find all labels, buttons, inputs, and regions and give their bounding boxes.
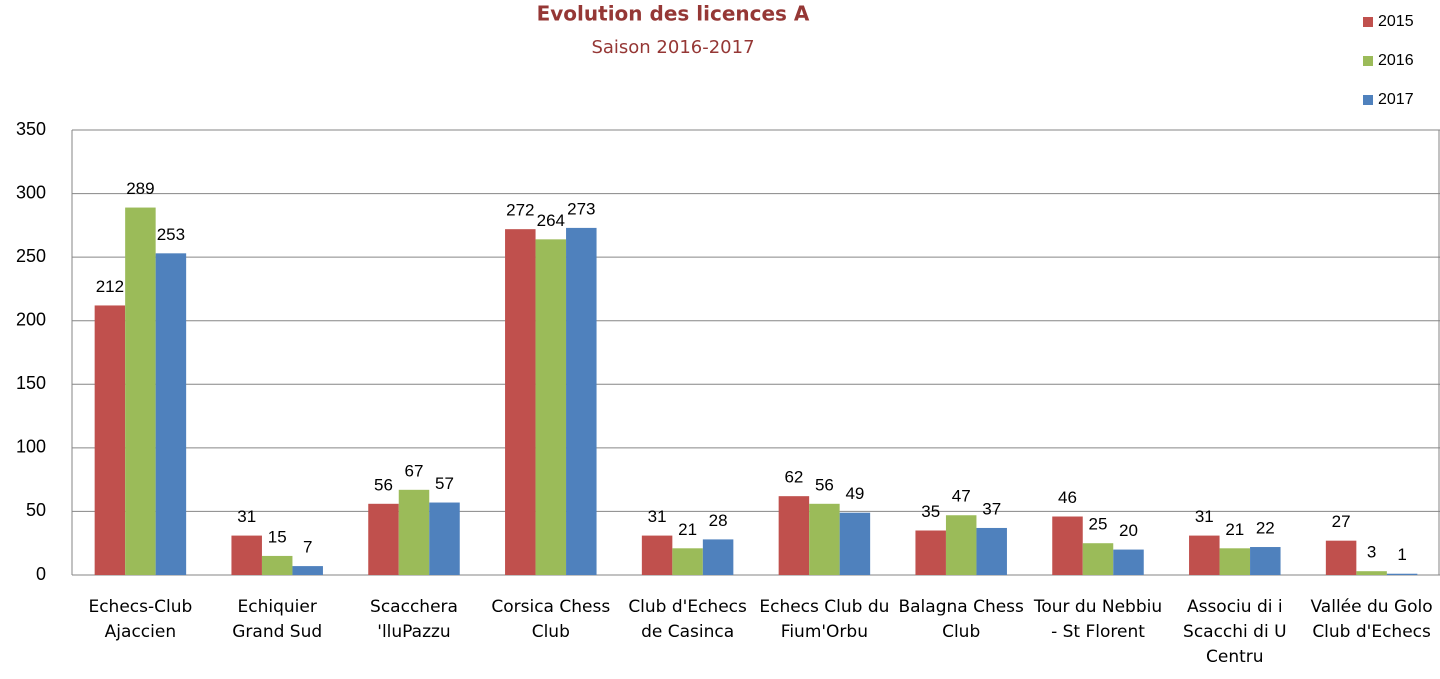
x-tick-label: Associu di i Scacchi di U Centru [1183,597,1287,667]
legend-swatch [1363,56,1373,66]
value-label: 7 [303,538,312,557]
y-tick-label: 350 [16,119,46,139]
value-label: 56 [815,475,834,494]
legend-swatch [1363,17,1373,27]
value-label: 25 [1089,515,1108,534]
value-label: 35 [921,502,940,521]
value-label: 20 [1119,521,1138,540]
value-label: 47 [952,487,971,506]
x-tick-label: Tour du Nebbiu - St Florent [1033,597,1163,642]
value-label: 62 [784,468,803,487]
y-tick-label: 300 [16,182,46,202]
value-label: 272 [506,201,534,220]
y-tick-label: 50 [26,500,46,520]
legend-label: 2017 [1378,91,1414,108]
chart-subtitle: Saison 2016-2017 [591,37,754,58]
value-label: 57 [435,474,454,493]
y-tick-label: 100 [16,437,46,457]
value-label: 22 [1256,519,1275,538]
bar [915,530,946,575]
bar [945,515,977,575]
bar [672,548,703,575]
value-label: 31 [1195,507,1214,526]
value-label: 21 [678,520,697,539]
value-label: 37 [982,499,1001,518]
bar [429,502,460,575]
y-tick-label: 200 [16,309,46,329]
bar [809,503,840,575]
x-tick-label: Echecs-Club Ajaccien [88,597,193,642]
value-label: 3 [1367,543,1376,562]
legend-label: 2015 [1378,13,1414,30]
bar [778,496,810,575]
value-label: 253 [157,225,185,244]
bar [1386,573,1418,575]
value-label: 212 [96,277,124,296]
value-label: 1 [1397,545,1406,564]
bar [231,535,262,575]
x-tick-label: Scacchera 'lluPazzu [370,597,458,642]
bar [976,527,1007,575]
x-tick-label: Echiquier Grand Sud [232,597,323,642]
value-label: 273 [567,199,595,218]
value-label: 56 [374,475,393,494]
bar [261,555,293,575]
x-tick-label: Vallée du Golo Club d'Echecs [1310,597,1433,642]
x-tick-label: Club d'Echecs de Casinca [628,597,747,642]
value-label: 49 [845,484,864,503]
bar [368,503,399,575]
value-label: 27 [1332,512,1351,531]
bar [155,253,187,576]
bar [535,239,567,576]
chart-title: Evolution des licences A [537,2,810,26]
value-label: 289 [126,179,154,198]
y-tick-label: 0 [36,564,46,584]
value-label: 31 [237,507,256,526]
legend-label: 2016 [1378,52,1414,69]
bar [292,566,323,575]
bar [641,535,673,575]
value-label: 264 [537,211,565,230]
bar [1189,535,1220,575]
value-label: 28 [709,511,728,530]
legend-swatch [1363,95,1373,105]
value-label: 67 [405,461,424,480]
bar [1113,549,1144,575]
x-tick-label: Echecs Club du Fium'Orbu [759,597,890,642]
x-tick-label: Corsica Chess Club [491,597,611,642]
bar [1250,547,1281,575]
bar [702,539,734,575]
value-label: 31 [648,507,667,526]
bar [505,229,536,575]
bar [1325,540,1357,575]
bar [839,512,871,575]
bar [1052,516,1083,575]
value-label: 46 [1058,488,1077,507]
bar [125,207,156,576]
bar [398,489,430,575]
y-tick-label: 250 [16,246,46,266]
bar [1356,571,1387,575]
y-tick-label: 150 [16,373,46,393]
value-label: 21 [1225,520,1244,539]
bar [1082,543,1114,575]
bar [566,227,597,575]
bar [1219,548,1251,575]
x-tick-label: Balagna Chess Club [898,597,1024,642]
value-label: 15 [268,527,287,546]
bar [94,305,126,575]
